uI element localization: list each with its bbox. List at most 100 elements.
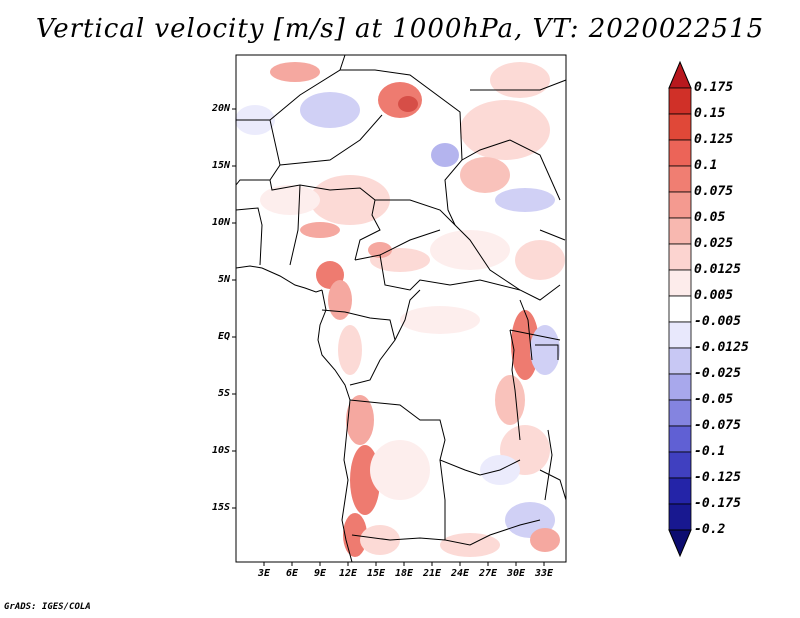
lon-label: 24E bbox=[450, 568, 470, 579]
credit-text: GrADS: IGES/COLA bbox=[4, 602, 91, 612]
border bbox=[235, 207, 263, 266]
colorbar-label: -0.075 bbox=[694, 418, 741, 433]
shade-positive bbox=[360, 525, 400, 555]
plot-title: Vertical velocity [m/s] at 1000hPa, VT: … bbox=[35, 14, 765, 44]
colorbar-top-arrow bbox=[668, 60, 692, 89]
colorbar-segment bbox=[668, 477, 692, 505]
velocity-shading bbox=[235, 62, 565, 557]
colorbar-segment bbox=[668, 321, 692, 349]
border bbox=[394, 289, 421, 341]
shade-positive bbox=[530, 528, 560, 552]
colorbar-segment bbox=[668, 399, 692, 427]
lat-label: 10N bbox=[211, 217, 230, 228]
shade-negative bbox=[431, 143, 459, 167]
colorbar-label: -0.05 bbox=[694, 392, 734, 407]
colorbar-segment bbox=[668, 243, 692, 271]
shade-positive bbox=[270, 62, 320, 82]
colorbar bbox=[668, 60, 692, 558]
shade-positive bbox=[511, 310, 539, 380]
colorbar-label: 0.0125 bbox=[694, 262, 741, 277]
colorbar-label: -0.1 bbox=[694, 444, 726, 459]
colorbar-label: -0.025 bbox=[694, 366, 741, 381]
coastline bbox=[317, 289, 353, 563]
shade-positive bbox=[346, 395, 374, 445]
border bbox=[236, 54, 346, 121]
border bbox=[461, 139, 561, 201]
border bbox=[279, 114, 383, 166]
shade-negative bbox=[300, 92, 360, 128]
map-frame bbox=[235, 54, 567, 563]
colorbar-label: 0.15 bbox=[694, 106, 726, 121]
border bbox=[509, 329, 561, 341]
shade-positive bbox=[515, 240, 565, 280]
lat-label: 15S bbox=[211, 502, 230, 513]
border bbox=[269, 179, 381, 261]
lon-label: 33E bbox=[534, 568, 554, 579]
shade-negative bbox=[495, 188, 555, 212]
colorbar-segment bbox=[668, 165, 692, 193]
colorbar-label: 0.025 bbox=[694, 236, 734, 251]
shade-positive bbox=[400, 306, 480, 334]
shade-positive bbox=[460, 100, 550, 160]
lake-shore bbox=[519, 299, 533, 361]
lat-label: 5N bbox=[217, 274, 230, 285]
border bbox=[349, 399, 521, 476]
shade-positive bbox=[260, 185, 320, 215]
border bbox=[340, 69, 463, 226]
colorbar-segment bbox=[668, 347, 692, 375]
lake-shore bbox=[544, 429, 553, 501]
lon-label: 21E bbox=[422, 568, 442, 579]
colorbar-label: 0.175 bbox=[694, 80, 734, 95]
colorbar-segment bbox=[668, 451, 692, 479]
lat-label: 15N bbox=[211, 160, 230, 171]
lon-label: 15E bbox=[366, 568, 386, 579]
border bbox=[375, 199, 561, 301]
colorbar-segment bbox=[668, 113, 692, 141]
border bbox=[351, 534, 446, 541]
colorbar-segment bbox=[668, 87, 692, 115]
colorbar-segment bbox=[668, 191, 692, 219]
colorbar-label: -0.005 bbox=[694, 314, 741, 329]
colorbar-label: -0.125 bbox=[694, 470, 741, 485]
colorbar-label: -0.0125 bbox=[694, 340, 749, 355]
colorbar-label: 0.125 bbox=[694, 132, 734, 147]
shade-positive bbox=[338, 325, 362, 375]
colorbar-label: -0.175 bbox=[694, 496, 741, 511]
colorbar-label: 0.05 bbox=[694, 210, 726, 225]
coastlines-borders bbox=[235, 54, 567, 563]
lon-label: 18E bbox=[394, 568, 414, 579]
lat-label: 20N bbox=[211, 103, 230, 114]
border bbox=[439, 459, 541, 546]
lon-label: 9E bbox=[313, 568, 327, 579]
border bbox=[289, 184, 301, 266]
shade-positive bbox=[460, 157, 510, 193]
border bbox=[539, 469, 567, 501]
lat-label: 5S bbox=[217, 388, 230, 399]
border bbox=[321, 309, 396, 386]
border bbox=[379, 254, 521, 291]
colorbar-segment bbox=[668, 139, 692, 167]
lon-label: 3E bbox=[257, 568, 271, 579]
shade-positive bbox=[398, 96, 418, 112]
shade-negative bbox=[530, 325, 560, 375]
colorbar-segment bbox=[668, 503, 692, 531]
colorbar-bottom-arrow bbox=[668, 529, 692, 558]
shade-positive bbox=[495, 375, 525, 425]
colorbar-segment bbox=[668, 269, 692, 297]
colorbar-segment bbox=[668, 295, 692, 323]
lat-label: 10S bbox=[211, 445, 230, 456]
border bbox=[354, 229, 441, 261]
lon-label: 6E bbox=[285, 568, 299, 579]
lon-label: 12E bbox=[338, 568, 358, 579]
colorbar-label: -0.2 bbox=[694, 522, 726, 537]
colorbar-segment bbox=[668, 373, 692, 401]
border bbox=[470, 79, 567, 91]
axis-ticks bbox=[232, 108, 545, 566]
shade-positive bbox=[430, 230, 510, 270]
lake-shore bbox=[509, 329, 521, 441]
colorbar-segment bbox=[668, 217, 692, 245]
lat-label: EQ bbox=[217, 331, 230, 342]
lon-label: 27E bbox=[478, 568, 498, 579]
coastline bbox=[235, 265, 323, 293]
